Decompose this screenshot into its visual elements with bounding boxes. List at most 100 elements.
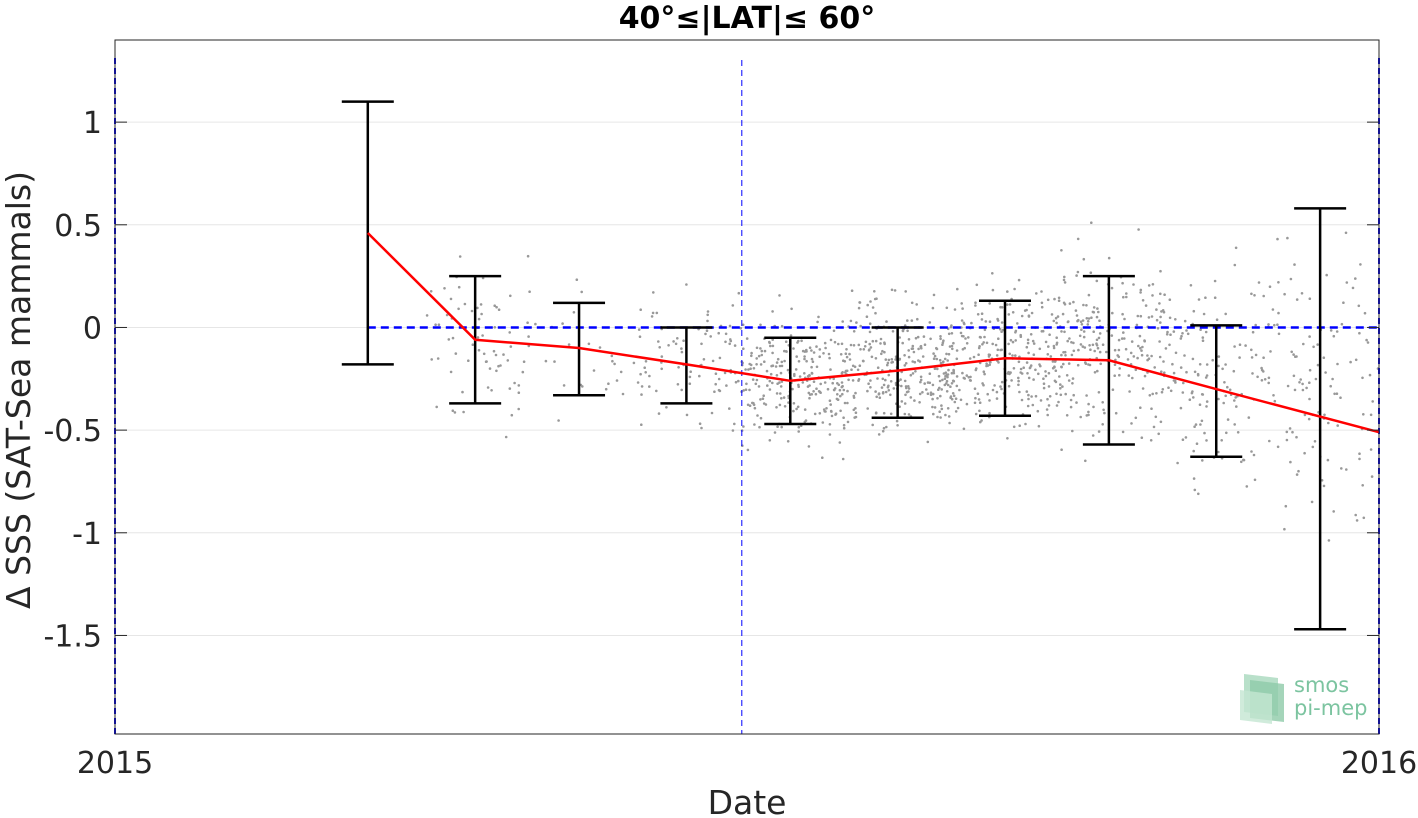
- data-point: [926, 392, 930, 396]
- data-point: [884, 390, 888, 394]
- data-point: [1077, 348, 1080, 352]
- data-point: [942, 372, 946, 375]
- data-point: [786, 440, 790, 443]
- data-point: [760, 353, 764, 357]
- data-point: [881, 429, 885, 433]
- data-point: [1238, 356, 1241, 359]
- data-point: [1000, 330, 1003, 334]
- data-point: [1213, 279, 1217, 283]
- data-point: [1179, 406, 1183, 410]
- data-point: [1113, 374, 1116, 378]
- data-point: [435, 405, 439, 409]
- data-point: [1062, 278, 1066, 282]
- data-point: [637, 328, 641, 331]
- data-point: [1308, 335, 1311, 338]
- data-point: [825, 407, 828, 410]
- data-point: [1192, 449, 1195, 453]
- data-point: [988, 399, 991, 402]
- data-point: [1183, 319, 1187, 323]
- data-point: [434, 323, 437, 327]
- data-point: [1079, 320, 1083, 324]
- data-point: [477, 317, 481, 321]
- data-point: [748, 362, 751, 366]
- data-point: [832, 377, 835, 381]
- data-point: [700, 426, 703, 430]
- data-point: [1057, 296, 1061, 300]
- data-point: [1371, 400, 1374, 403]
- data-point: [980, 318, 984, 321]
- data-point: [610, 354, 614, 358]
- data-point: [849, 319, 853, 323]
- data-point: [1082, 257, 1086, 261]
- data-point: [856, 368, 860, 372]
- data-point: [947, 352, 951, 356]
- data-point: [1193, 370, 1197, 374]
- data-point: [1233, 263, 1237, 267]
- data-point: [430, 358, 434, 361]
- data-point: [745, 337, 749, 340]
- data-point: [1035, 292, 1038, 295]
- data-point: [828, 433, 832, 436]
- data-point: [1091, 343, 1095, 347]
- data-point: [880, 352, 883, 356]
- data-point: [476, 336, 480, 339]
- data-point: [768, 340, 771, 344]
- data-point: [1134, 368, 1138, 372]
- data-point: [1140, 349, 1143, 352]
- data-point: [1114, 411, 1118, 415]
- data-point: [867, 349, 871, 352]
- data-point: [842, 426, 846, 430]
- data-point: [918, 401, 921, 404]
- data-point: [1110, 334, 1114, 337]
- data-point: [901, 341, 904, 345]
- data-point: [1366, 341, 1370, 344]
- data-point: [769, 344, 772, 348]
- data-point: [1196, 372, 1200, 376]
- data-point: [947, 332, 951, 336]
- data-point: [648, 374, 651, 378]
- data-point: [1288, 427, 1292, 430]
- data-point: [812, 351, 816, 354]
- data-point: [1180, 334, 1183, 338]
- data-point: [1028, 366, 1032, 370]
- data-point: [750, 351, 753, 355]
- data-point: [572, 311, 576, 314]
- data-point: [1147, 357, 1151, 361]
- data-point: [755, 363, 758, 366]
- data-point: [974, 301, 977, 305]
- data-point: [932, 412, 935, 416]
- data-point: [1136, 356, 1139, 360]
- data-point: [1295, 473, 1299, 476]
- data-point: [952, 341, 955, 345]
- data-point: [941, 341, 945, 345]
- data-point: [795, 407, 798, 411]
- data-point: [977, 353, 980, 357]
- data-point: [879, 337, 883, 341]
- data-point: [931, 397, 934, 401]
- data-point: [1242, 458, 1246, 462]
- data-point: [1171, 362, 1174, 366]
- data-point: [526, 254, 530, 258]
- data-point: [1189, 284, 1193, 287]
- data-point: [1340, 467, 1343, 470]
- data-point: [946, 407, 950, 410]
- data-point: [975, 283, 979, 287]
- data-point: [1158, 340, 1161, 343]
- data-point: [949, 385, 952, 389]
- data-point: [1172, 330, 1176, 333]
- data-point: [1271, 308, 1275, 311]
- data-point: [1090, 316, 1093, 320]
- data-point: [755, 346, 759, 350]
- data-point: [847, 378, 850, 382]
- data-point: [746, 448, 750, 452]
- data-point: [513, 381, 516, 385]
- data-point: [803, 372, 806, 375]
- data-point: [853, 416, 856, 419]
- data-point: [769, 372, 773, 376]
- data-point: [482, 352, 486, 356]
- data-point: [875, 297, 878, 301]
- data-point: [1253, 478, 1257, 482]
- data-point: [985, 341, 989, 345]
- data-point: [768, 388, 772, 391]
- data-point: [903, 379, 907, 383]
